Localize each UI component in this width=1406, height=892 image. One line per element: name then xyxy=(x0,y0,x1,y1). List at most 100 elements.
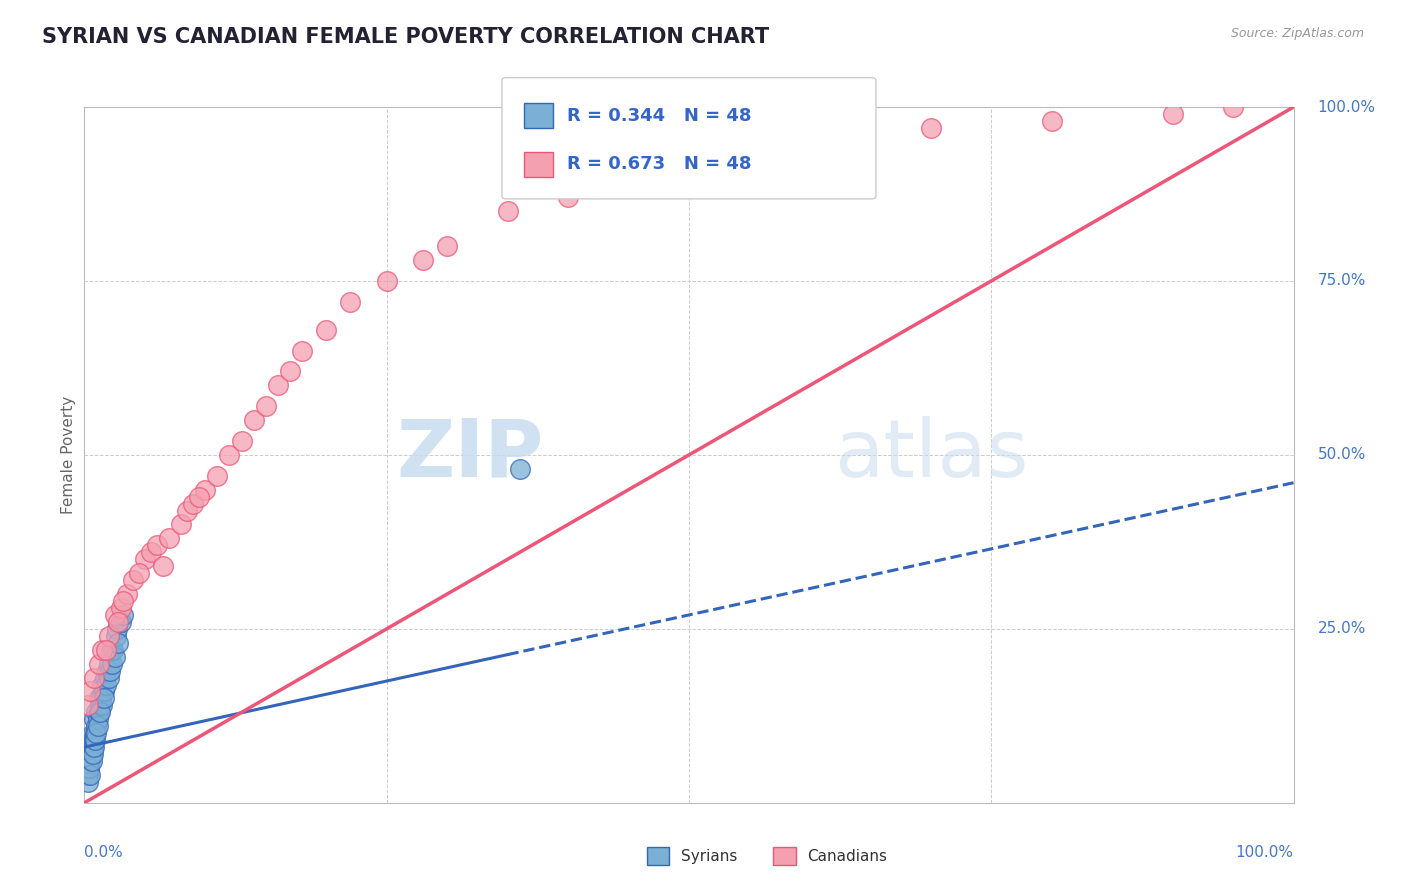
Point xyxy=(86,712,108,726)
Point xyxy=(94,671,117,685)
Point xyxy=(1161,107,1184,121)
Text: R = 0.673   N = 48: R = 0.673 N = 48 xyxy=(567,155,751,173)
Point xyxy=(91,642,114,657)
Point xyxy=(157,532,180,546)
Text: 75.0%: 75.0% xyxy=(1317,274,1367,288)
Point xyxy=(188,490,211,504)
Point xyxy=(91,677,114,691)
Point xyxy=(375,274,398,288)
Point xyxy=(82,726,104,740)
Point xyxy=(412,253,434,268)
Point xyxy=(94,642,117,657)
Point xyxy=(107,636,129,650)
Point xyxy=(98,664,121,678)
Point xyxy=(799,128,821,142)
Point xyxy=(581,169,603,184)
Text: ZIP: ZIP xyxy=(396,416,544,494)
Point xyxy=(100,642,122,657)
Point xyxy=(104,607,127,622)
Point xyxy=(83,740,105,755)
Text: Canadians: Canadians xyxy=(807,849,887,863)
Point xyxy=(218,448,240,462)
Point xyxy=(86,706,108,720)
Point xyxy=(291,343,314,358)
Point xyxy=(83,712,105,726)
Point xyxy=(89,698,111,713)
Text: 25.0%: 25.0% xyxy=(1317,622,1367,636)
Point xyxy=(90,691,112,706)
Point xyxy=(87,706,110,720)
Point xyxy=(267,378,290,392)
Text: atlas: atlas xyxy=(834,416,1028,494)
Point xyxy=(80,733,103,747)
Point xyxy=(77,768,100,782)
Point xyxy=(79,740,101,755)
Point xyxy=(557,190,579,204)
Point xyxy=(97,657,120,671)
Point xyxy=(436,239,458,253)
Point xyxy=(83,671,105,685)
Point xyxy=(242,413,264,427)
Point xyxy=(93,684,115,698)
Text: 100.0%: 100.0% xyxy=(1317,100,1375,114)
Point xyxy=(79,768,101,782)
Point xyxy=(84,733,107,747)
Point xyxy=(94,677,117,691)
Text: Source: ZipAtlas.com: Source: ZipAtlas.com xyxy=(1230,27,1364,40)
Point xyxy=(176,503,198,517)
Text: R = 0.344   N = 48: R = 0.344 N = 48 xyxy=(567,107,751,125)
Point xyxy=(84,726,107,740)
Point xyxy=(617,162,640,177)
Point xyxy=(87,691,110,706)
Point xyxy=(97,671,120,685)
Point xyxy=(139,545,162,559)
Point xyxy=(77,761,100,775)
Point xyxy=(496,204,519,219)
Point xyxy=(339,294,361,309)
Point xyxy=(207,468,229,483)
Point xyxy=(103,642,125,657)
Point xyxy=(89,706,111,720)
Text: 50.0%: 50.0% xyxy=(1317,448,1367,462)
Point xyxy=(738,135,761,149)
Point xyxy=(509,462,531,476)
Point xyxy=(181,497,204,511)
Point xyxy=(110,615,132,629)
Point xyxy=(128,566,150,581)
Point xyxy=(96,664,118,678)
Point xyxy=(79,754,101,768)
Point xyxy=(86,726,108,740)
Point xyxy=(920,120,942,135)
Point xyxy=(121,573,143,587)
Point xyxy=(110,601,132,615)
Text: SYRIAN VS CANADIAN FEMALE POVERTY CORRELATION CHART: SYRIAN VS CANADIAN FEMALE POVERTY CORREL… xyxy=(42,27,769,46)
Point xyxy=(101,657,124,671)
Point xyxy=(82,747,104,761)
Point xyxy=(254,399,277,413)
Point xyxy=(152,559,174,574)
Text: Syrians: Syrians xyxy=(681,849,737,863)
Point xyxy=(104,649,127,664)
Point xyxy=(93,691,115,706)
Point xyxy=(80,754,103,768)
Point xyxy=(1040,114,1063,128)
Point xyxy=(97,629,120,643)
Point xyxy=(194,483,217,497)
Point xyxy=(77,698,100,713)
Point xyxy=(107,615,129,629)
Point xyxy=(79,684,101,698)
Point xyxy=(104,629,127,643)
Point xyxy=(83,733,105,747)
Text: 0.0%: 0.0% xyxy=(84,845,124,860)
Point xyxy=(231,434,253,448)
Point xyxy=(82,740,104,755)
Point xyxy=(278,364,301,378)
Point xyxy=(146,538,169,552)
Point xyxy=(86,719,108,733)
Text: 100.0%: 100.0% xyxy=(1236,845,1294,860)
Point xyxy=(77,761,100,775)
Point xyxy=(112,594,135,608)
Point xyxy=(105,622,128,636)
Point xyxy=(80,747,103,761)
Point xyxy=(678,149,700,163)
